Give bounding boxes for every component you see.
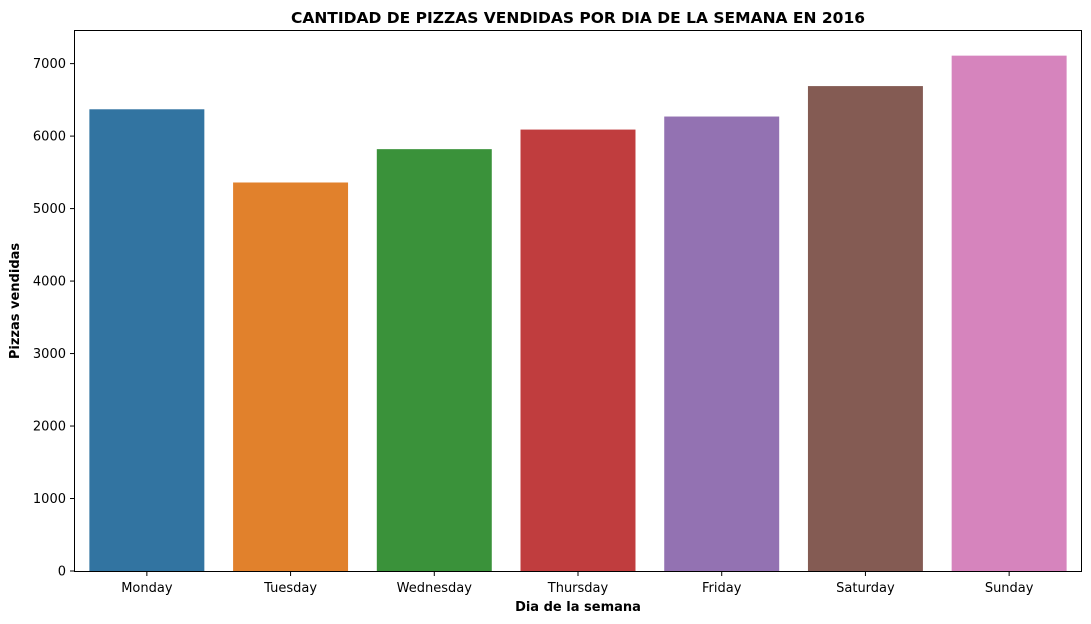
x-tick-label: Tuesday <box>263 581 317 596</box>
bar-saturday <box>807 86 923 571</box>
y-tick-label: 5000 <box>33 202 66 217</box>
bar-friday <box>664 116 780 571</box>
x-axis-ticks: Monday Tuesday Wednesday Thursday Friday Satu… <box>121 571 1034 596</box>
y-tick-label: 0 <box>58 565 66 580</box>
chart-title: CANTIDAD DE PIZZAS VENDIDAS POR DIA DE L… <box>291 9 865 27</box>
bar-sunday <box>951 55 1067 572</box>
x-tick-label: Wednesday <box>397 581 473 596</box>
y-tick-label: 2000 <box>33 420 66 435</box>
x-tick-label: Monday <box>121 581 173 596</box>
x-tick-label: Friday <box>702 581 742 596</box>
y-tick-label: 6000 <box>33 130 66 145</box>
y-axis-ticks: 0 1000 2000 3000 4000 5000 6000 7000 <box>33 57 75 580</box>
bars-group <box>89 55 1067 572</box>
bar-monday <box>89 109 205 572</box>
bar-wednesday <box>376 149 492 571</box>
x-tick-label: Sunday <box>985 581 1034 596</box>
y-tick-label: 7000 <box>33 57 66 72</box>
x-tick-label: Saturday <box>836 581 895 596</box>
plot-frame <box>74 30 1082 572</box>
bar-thursday <box>520 129 636 571</box>
x-tick-label: Thursday <box>547 581 609 596</box>
y-tick-label: 4000 <box>33 275 66 290</box>
y-tick-label: 3000 <box>33 347 66 362</box>
bar-tuesday <box>233 182 349 571</box>
x-axis-label: Dia de la semana <box>515 600 641 615</box>
y-tick-label: 1000 <box>33 492 66 507</box>
y-axis-label: Pizzas vendidas <box>8 243 23 360</box>
